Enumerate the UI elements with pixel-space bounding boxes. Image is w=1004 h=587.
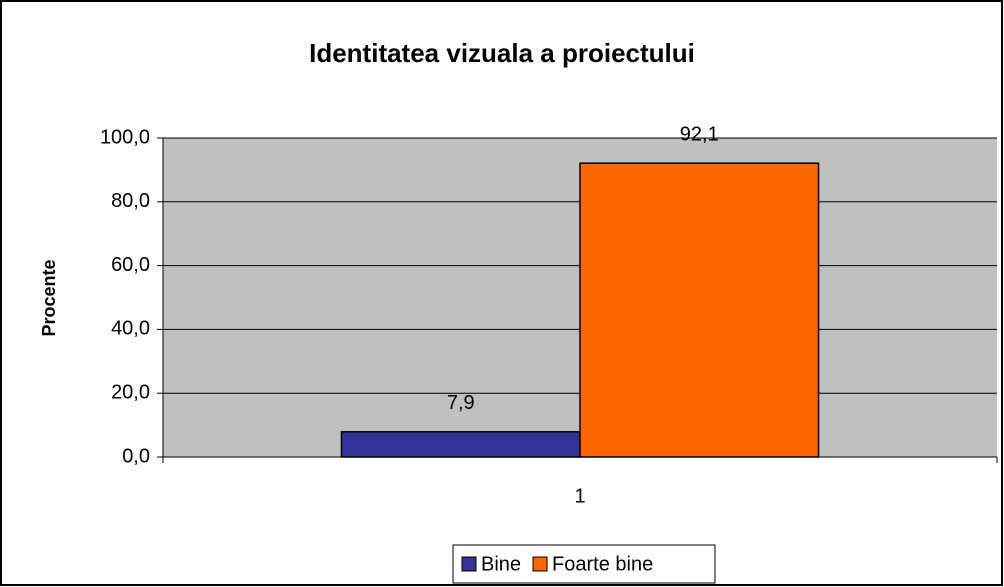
legend-label: Foarte bine <box>552 553 653 575</box>
y-tick-label: 100,0 <box>100 126 150 148</box>
y-tick-label: 60,0 <box>111 254 150 276</box>
bar <box>340 431 581 458</box>
legend-swatch <box>461 556 477 572</box>
x-tick-label: 1 <box>574 485 585 507</box>
y-tick-label: 20,0 <box>111 381 150 403</box>
y-tick-label: 40,0 <box>111 318 150 340</box>
value-label: 7,9 <box>447 392 475 414</box>
legend-box <box>452 544 716 584</box>
y-tick-label: 0,0 <box>122 445 150 467</box>
y-axis-label: Procente <box>39 259 59 336</box>
legend-swatch <box>532 556 548 572</box>
value-label: 92,1 <box>680 123 719 145</box>
bar <box>579 162 820 458</box>
y-tick-label: 80,0 <box>111 190 150 212</box>
legend-label: Bine <box>481 553 521 575</box>
chart-title: Identitatea vizuala a proiectului <box>309 38 695 68</box>
